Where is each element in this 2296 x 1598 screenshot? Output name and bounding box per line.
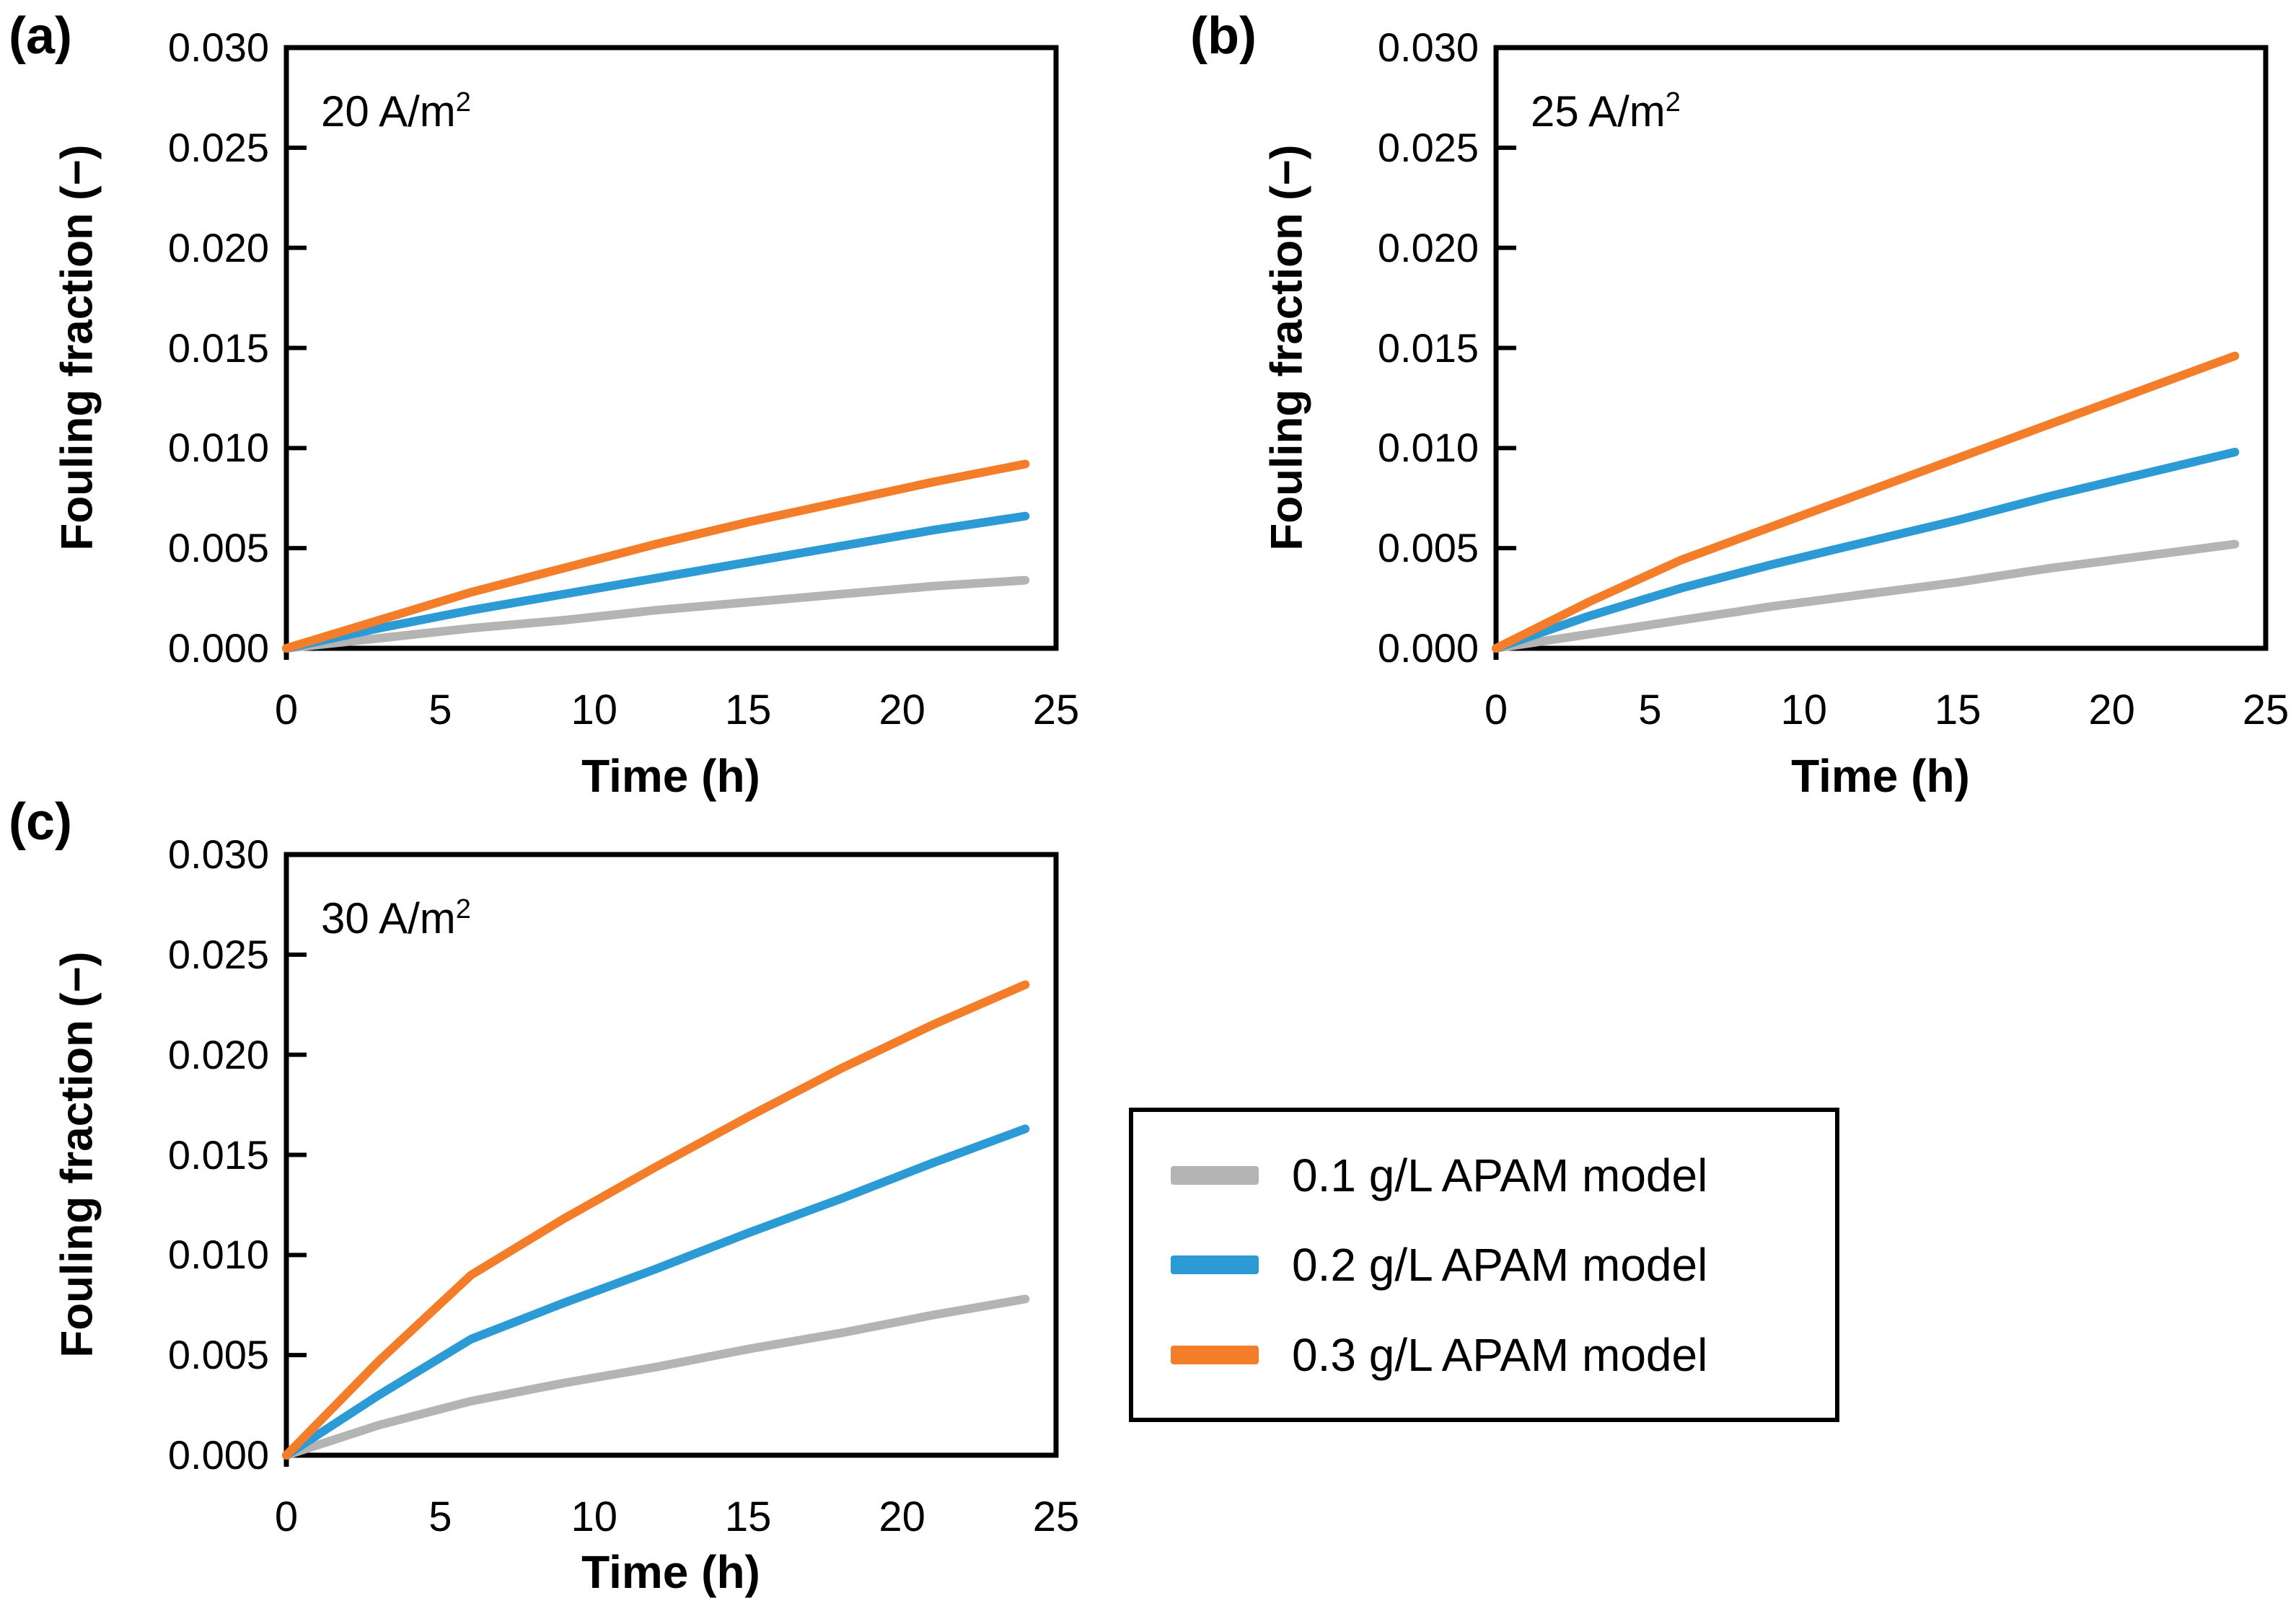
panel-c-x-axis-title: Time (h) [581, 1546, 760, 1598]
y-tick-label: 0.015 [167, 325, 269, 371]
y-tick-label: 0.005 [167, 1332, 269, 1378]
panel-a-y-axis-title: Fouling fraction (−) [52, 144, 102, 551]
y-tick-label: 0.015 [167, 1131, 269, 1178]
x-tick-label: 20 [879, 687, 925, 733]
y-tick-label: 0.030 [167, 831, 269, 877]
y-tick-label: 0.015 [1377, 325, 1479, 371]
legend-item-0.3gL: 0.3 g/L APAM model [1171, 1328, 1835, 1382]
panel-b-letter: (b) [1190, 7, 1257, 65]
y-tick-label: 0.020 [167, 224, 269, 270]
panel-a-x-axis-title: Time (h) [581, 750, 760, 802]
y-tick-label: 0.010 [167, 1232, 269, 1278]
panel-a-annotation: 20 A/m2 [321, 87, 471, 136]
panel-b-y-axis-title: Fouling fraction (−) [1262, 144, 1312, 551]
y-tick-label: 0.000 [167, 1432, 269, 1478]
y-tick-label: 0.025 [167, 124, 269, 170]
y-tick-label: 0.030 [167, 25, 269, 70]
legend-label: 0.1 g/L APAM model [1292, 1149, 1708, 1201]
y-tick-label: 0.000 [1377, 625, 1479, 671]
legend-label: 0.2 g/L APAM model [1292, 1239, 1708, 1291]
legend-swatch-gray-icon [1171, 1165, 1259, 1185]
x-tick-label: 25 [1032, 1493, 1080, 1540]
y-tick-label: 0.020 [167, 1031, 269, 1077]
panel-a-letter: (a) [9, 7, 72, 65]
panel-c-annotation: 30 A/m2 [321, 894, 471, 943]
y-tick-label: 0.030 [1377, 25, 1479, 70]
legend-item-0.1gL: 0.1 g/L APAM model [1171, 1149, 1835, 1202]
legend: 0.1 g/L APAM model 0.2 g/L APAM model 0.… [1129, 1108, 1839, 1422]
x-tick-label: 5 [1638, 687, 1662, 733]
x-tick-label: 20 [2088, 687, 2135, 733]
x-tick-label: 15 [1934, 687, 1981, 733]
panel-b-x-axis-title: Time (h) [1791, 750, 1970, 802]
x-tick-label: 5 [428, 687, 452, 733]
panel-c-y-axis-title: Fouling fraction (−) [52, 951, 102, 1358]
x-tick-label: 25 [2242, 687, 2290, 733]
x-tick-label: 15 [724, 687, 772, 733]
y-tick-label: 0.010 [167, 425, 269, 471]
y-tick-label: 0.000 [167, 625, 269, 671]
y-tick-label: 0.025 [167, 931, 269, 977]
x-tick-label: 5 [428, 1493, 452, 1540]
panel-c-letter: (c) [9, 793, 72, 851]
panel-b-annotation: 25 A/m2 [1531, 87, 1681, 136]
x-tick-label: 10 [571, 687, 618, 733]
legend-label: 0.3 g/L APAM model [1292, 1328, 1708, 1381]
y-tick-label: 0.010 [1377, 425, 1479, 471]
x-tick-label: 10 [571, 1493, 618, 1540]
x-tick-label: 0 [1484, 687, 1508, 733]
legend-swatch-blue-icon [1171, 1255, 1259, 1274]
y-tick-label: 0.020 [1377, 224, 1479, 270]
x-tick-label: 15 [724, 1493, 772, 1540]
x-tick-label: 20 [879, 1493, 925, 1540]
y-tick-label: 0.025 [1377, 124, 1479, 170]
x-tick-label: 25 [1032, 687, 1080, 733]
legend-swatch-orange-icon [1171, 1345, 1259, 1364]
legend-item-0.2gL: 0.2 g/L APAM model [1171, 1238, 1835, 1292]
x-tick-label: 0 [274, 1493, 299, 1540]
x-tick-label: 10 [1780, 687, 1828, 733]
x-tick-label: 0 [274, 687, 299, 733]
y-tick-label: 0.005 [167, 525, 269, 571]
y-tick-label: 0.005 [1377, 525, 1479, 571]
